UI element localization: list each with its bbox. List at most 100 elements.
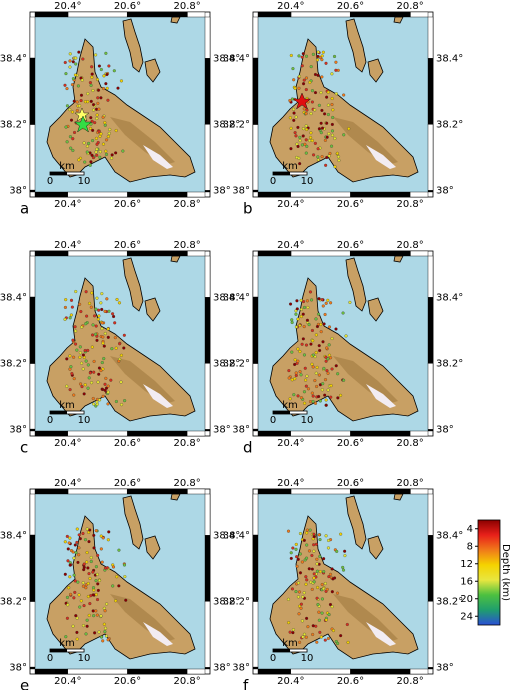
event [74, 544, 77, 547]
event [84, 349, 87, 352]
frame-band [35, 12, 68, 17]
colorbar-tick-label: 16 [460, 576, 473, 587]
event [96, 297, 99, 300]
event [315, 385, 318, 388]
event [305, 531, 308, 534]
frame-band [258, 251, 291, 256]
event [107, 135, 110, 138]
event [327, 389, 330, 392]
event [104, 150, 107, 153]
event [299, 370, 302, 373]
frame-band [350, 192, 410, 197]
event [68, 542, 71, 545]
event [299, 553, 302, 556]
event [314, 142, 317, 145]
event [69, 52, 72, 55]
event [70, 372, 73, 375]
frame-band [253, 535, 258, 601]
event [291, 378, 294, 381]
event [322, 570, 325, 573]
event [317, 611, 320, 614]
event [342, 94, 345, 97]
event [114, 151, 117, 154]
event [301, 620, 304, 623]
event [66, 140, 69, 143]
scale-tick-label: 0 [47, 415, 53, 426]
event [99, 135, 102, 138]
frame-band [428, 256, 433, 297]
event [318, 104, 321, 107]
lon-tick-label: 20.8° [173, 240, 200, 251]
event [69, 593, 72, 596]
lon-tick-label: 20.6° [337, 438, 364, 449]
event [111, 312, 114, 315]
event [312, 395, 315, 398]
event [312, 366, 315, 369]
event [332, 629, 335, 632]
event [79, 383, 82, 386]
lat-tick-label: 38° [213, 424, 231, 435]
event [105, 153, 108, 156]
scale-title: km [282, 400, 298, 411]
event [300, 315, 303, 318]
event [311, 568, 314, 571]
event [74, 580, 77, 583]
event [299, 532, 302, 535]
event [325, 404, 328, 407]
event [325, 399, 328, 402]
colorbar-tick-label: 20 [460, 594, 473, 605]
event [71, 306, 74, 309]
lat-tick-label: 38.2° [223, 119, 250, 130]
event [101, 322, 104, 325]
event [73, 100, 76, 103]
event [308, 550, 311, 553]
event [102, 116, 105, 119]
event [322, 305, 325, 308]
event [335, 550, 338, 553]
event [72, 394, 75, 397]
frame-band [187, 251, 205, 256]
lat-tick-label: 38° [9, 185, 27, 196]
frame-band [68, 669, 128, 674]
event [92, 103, 95, 106]
event [108, 128, 111, 131]
event [98, 65, 101, 68]
event [68, 354, 71, 357]
event [76, 638, 79, 641]
lat-tick-label: 38° [436, 662, 454, 673]
frame-band [428, 601, 433, 667]
event [120, 354, 123, 357]
event [71, 149, 74, 152]
lon-tick-label: 20.6° [337, 240, 364, 251]
event [303, 390, 306, 393]
event [121, 150, 124, 153]
event [92, 586, 95, 589]
event [112, 315, 115, 318]
event [71, 137, 74, 140]
event [107, 385, 110, 388]
event [90, 100, 93, 103]
frame-band [35, 251, 68, 256]
event [107, 538, 110, 541]
panel-letter: d [243, 439, 253, 457]
event [76, 101, 79, 104]
event [321, 298, 324, 301]
event [71, 83, 74, 86]
event [310, 554, 313, 557]
event [72, 339, 75, 342]
event [328, 343, 331, 346]
event [298, 55, 301, 58]
event [78, 593, 81, 596]
event [112, 566, 115, 569]
event [315, 318, 318, 321]
scale-title: km [282, 638, 298, 649]
event [317, 51, 320, 54]
event [76, 528, 79, 531]
event [327, 372, 330, 375]
lon-tick-label: 20.6° [337, 478, 364, 489]
event [326, 136, 329, 139]
event [289, 631, 292, 634]
frame-band [187, 192, 205, 197]
event [299, 350, 302, 353]
event [76, 617, 79, 620]
